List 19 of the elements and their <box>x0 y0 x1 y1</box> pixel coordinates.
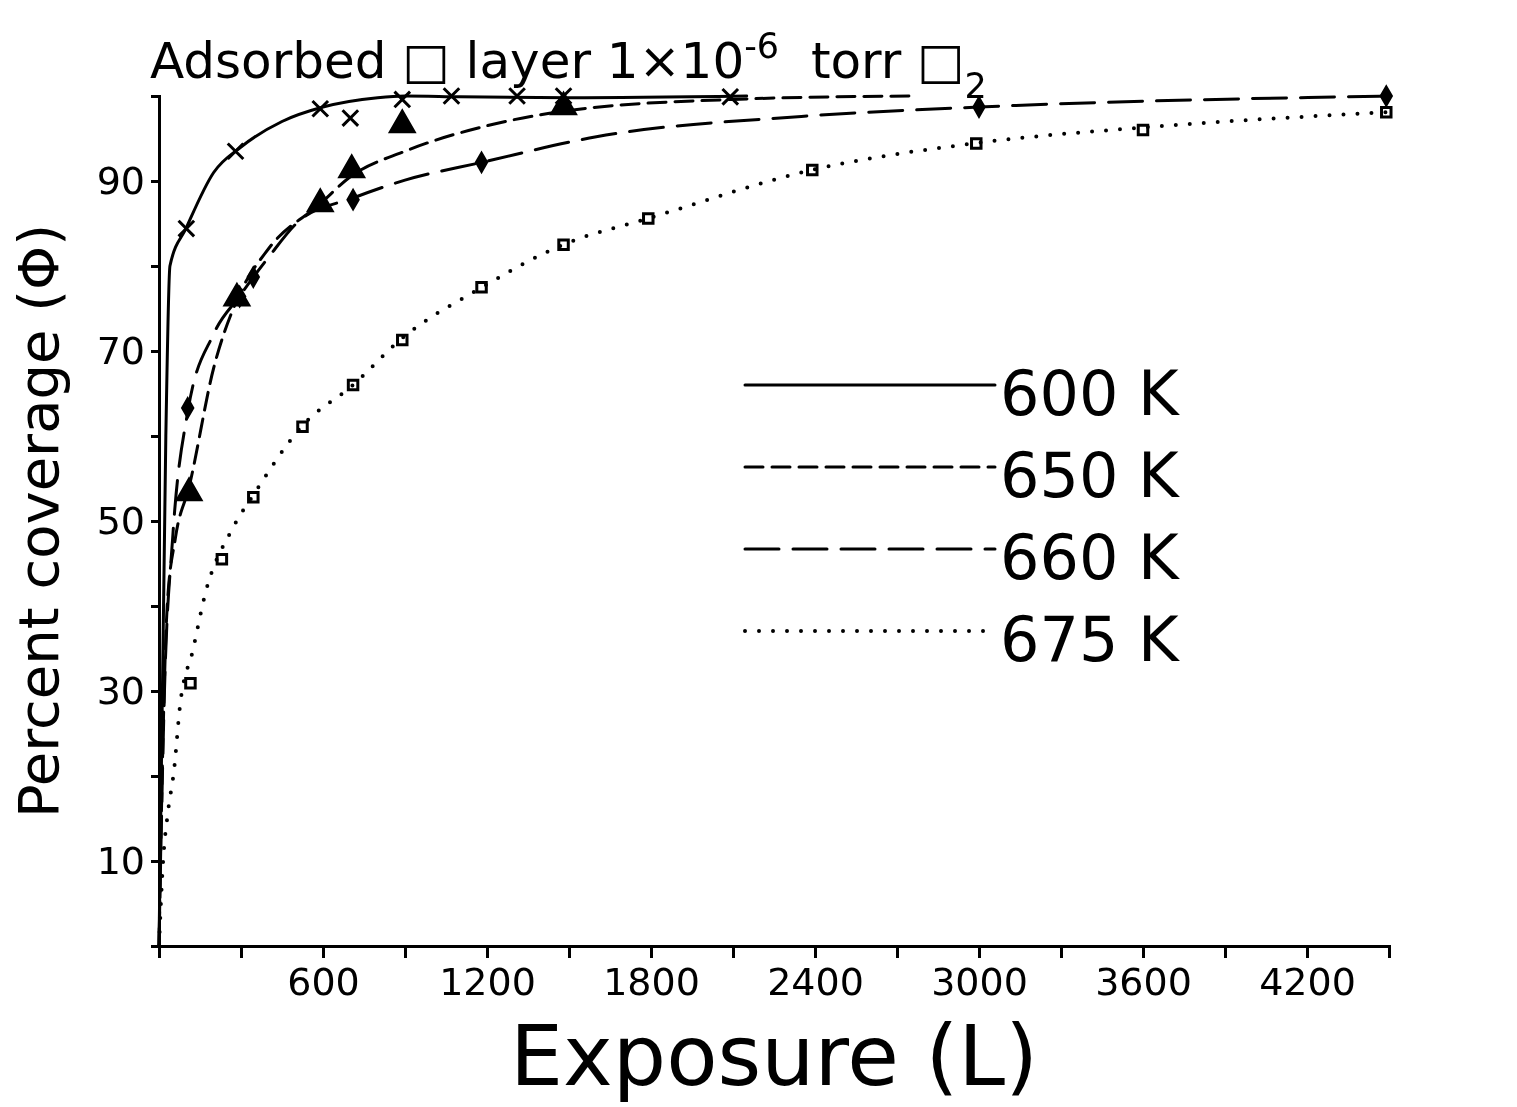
y-axis-title: Percent coverage (Φ) <box>6 223 71 819</box>
legend-label: 675 K <box>1000 603 1181 676</box>
x-tick-label: 2400 <box>767 959 864 1004</box>
legend-label: 650 K <box>1000 439 1181 512</box>
y-tick-label: 70 <box>96 328 145 373</box>
x-tick-label: 1800 <box>603 959 700 1004</box>
y-tick-label: 50 <box>96 498 145 543</box>
x-axis-title: Exposure (L) <box>510 1007 1038 1105</box>
y-tick-label: 90 <box>96 158 145 203</box>
y-tick-label: 30 <box>96 668 145 713</box>
chart-title: Adsorbed □ layer 1×10$^{-6}$ torr □$_{2}$ <box>150 26 987 106</box>
y-tick-label: 10 <box>96 838 145 883</box>
x-tick-label: 4200 <box>1259 959 1356 1004</box>
legend-label: 600 K <box>1000 357 1181 430</box>
x-tick-label: 3600 <box>1095 959 1192 1004</box>
x-tick-label: 1200 <box>439 959 536 1004</box>
x-tick-label: 600 <box>287 959 360 1004</box>
x-tick-label: 3000 <box>931 959 1028 1004</box>
legend-label: 660 K <box>1000 521 1181 594</box>
